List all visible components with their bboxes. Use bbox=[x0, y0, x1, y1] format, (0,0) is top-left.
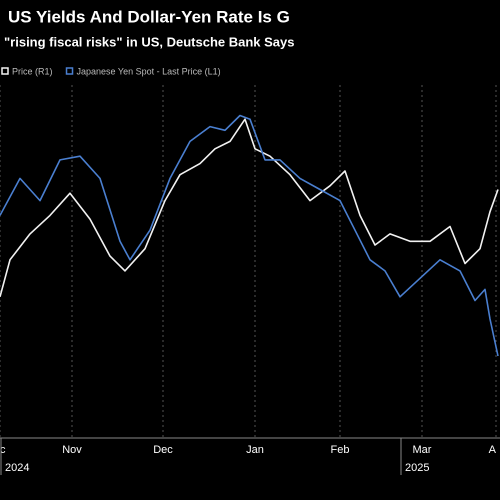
x-tick-label: A bbox=[489, 444, 497, 456]
legend-swatch bbox=[65, 67, 74, 75]
series-line bbox=[0, 114, 499, 357]
chart-title: US Yields And Dollar-Yen Rate Is G bbox=[8, 7, 290, 26]
x-tick-label: Nov bbox=[62, 444, 82, 456]
series-line bbox=[0, 118, 499, 298]
year-label: 2025 bbox=[405, 462, 429, 474]
x-tick-label: Feb bbox=[331, 444, 350, 456]
chart-subtitle: "rising fiscal risks" in US, Deutsche Ba… bbox=[4, 34, 295, 49]
legend-label: Japanese Yen Spot - Last Price (L1) bbox=[77, 66, 221, 76]
x-tick-label: Mar bbox=[413, 444, 432, 456]
legend-swatch bbox=[1, 67, 9, 75]
x-tick-label: Jan bbox=[246, 444, 264, 456]
legend-label: Price (R1) bbox=[12, 66, 53, 76]
x-tick-label: Dec bbox=[153, 444, 173, 456]
year-label: 2024 bbox=[5, 462, 29, 474]
x-tick-label: c bbox=[0, 444, 6, 456]
